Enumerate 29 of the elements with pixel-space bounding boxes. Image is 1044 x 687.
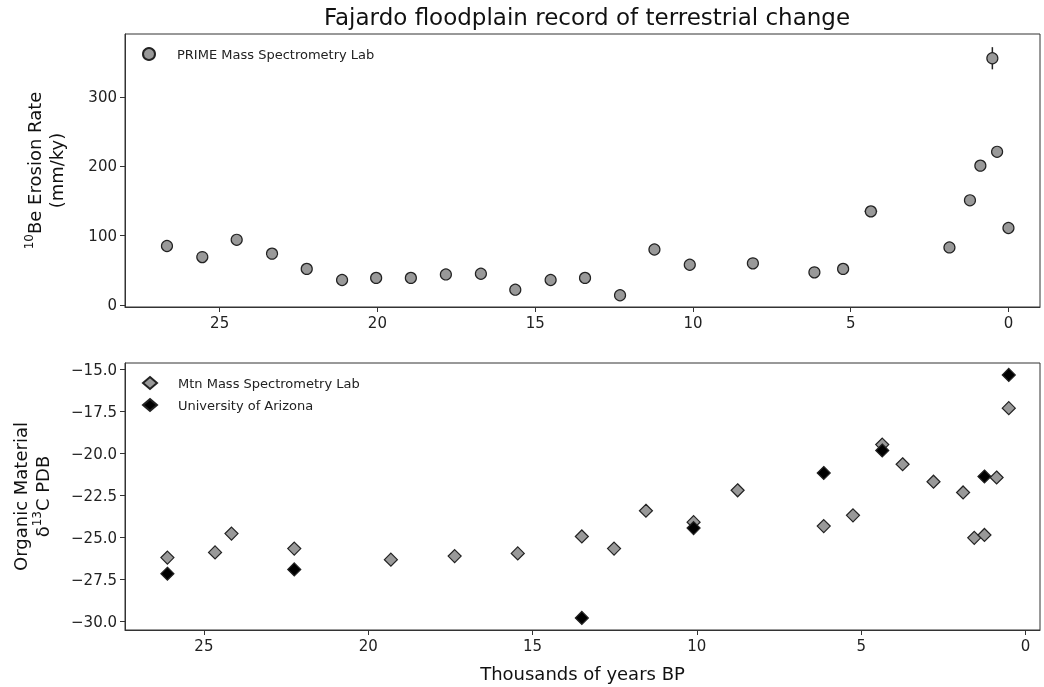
y-tick-label: −17.5 bbox=[71, 402, 117, 421]
y-tick-label: 100 bbox=[88, 226, 117, 245]
x-tick-label: 10 bbox=[687, 636, 707, 655]
y-tick-label: −27.5 bbox=[71, 570, 117, 589]
x-tick-label: 10 bbox=[683, 313, 703, 332]
x-tick-label: 0 bbox=[1003, 313, 1014, 332]
y-tick-label: 200 bbox=[88, 157, 117, 176]
legend-label: PRIME Mass Spectrometry Lab bbox=[177, 46, 375, 62]
x-tick-label: 25 bbox=[210, 313, 230, 332]
x-tick-label: 20 bbox=[358, 636, 378, 655]
y-tick-label: −30.0 bbox=[71, 612, 117, 631]
legend-label: Mtn Mass Spectrometry Lab bbox=[178, 375, 360, 391]
x-tick-label: 5 bbox=[845, 313, 856, 332]
x-tick-label: 5 bbox=[856, 636, 866, 655]
y-axis-title: 10Be Erosion Rate (mm/ky) bbox=[22, 91, 67, 250]
y-tick-label: 300 bbox=[88, 88, 117, 107]
y-tick-label: −15.0 bbox=[71, 360, 117, 379]
x-axis-title: Thousands of years BP bbox=[479, 662, 685, 684]
y-tick-label: −20.0 bbox=[71, 444, 117, 463]
x-tick-label: 0 bbox=[1020, 636, 1031, 655]
chart-title: Fajardo floodplain record of terrestrial change bbox=[323, 3, 851, 30]
y-tick-label: −25.0 bbox=[71, 528, 117, 547]
x-tick-label: 15 bbox=[525, 313, 545, 332]
legend-label: University of Arizona bbox=[178, 397, 314, 413]
y-tick-label: 0 bbox=[107, 295, 117, 314]
y-tick-label: −22.5 bbox=[71, 486, 117, 505]
x-tick-label: 15 bbox=[523, 636, 543, 655]
x-tick-label: 20 bbox=[367, 313, 387, 332]
x-tick-label: 25 bbox=[194, 636, 214, 655]
